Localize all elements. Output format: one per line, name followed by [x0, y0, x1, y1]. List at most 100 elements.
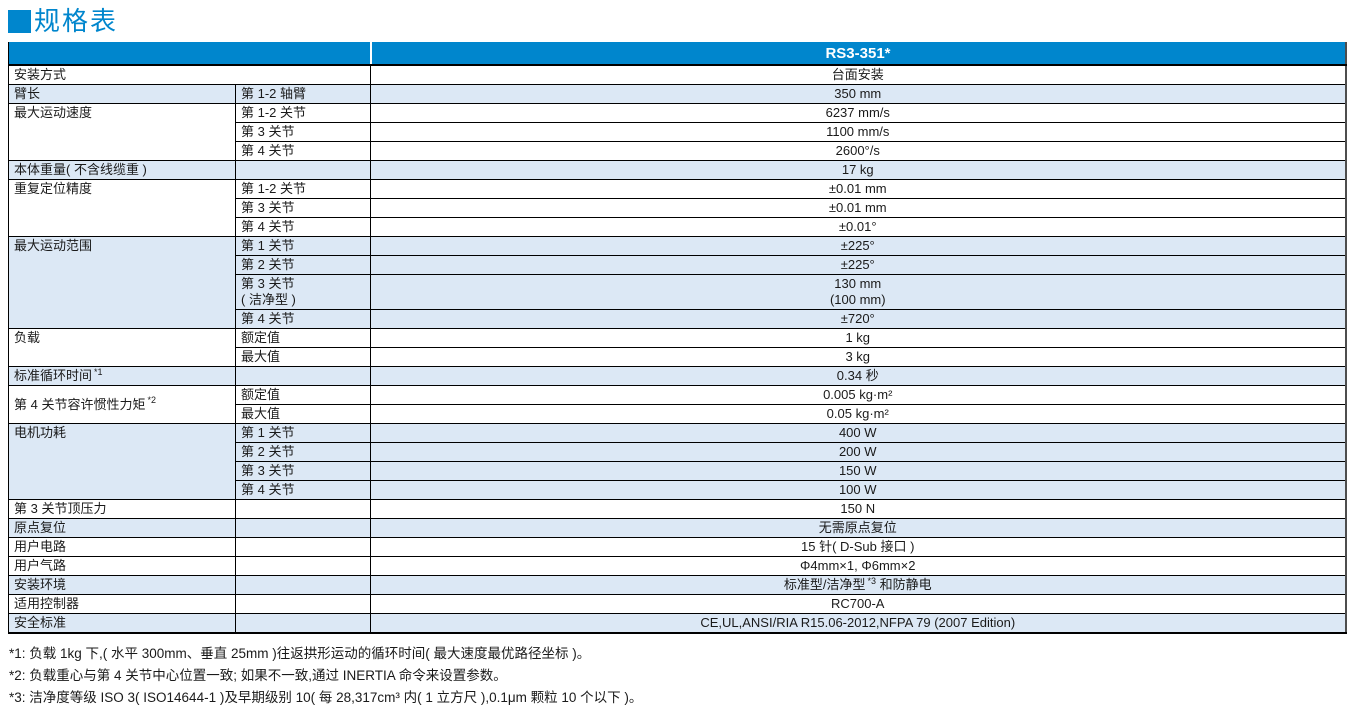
spec-row: 安装方式 台面安装: [8, 64, 1346, 85]
spec-group-max-speed: 最大运动速度 第 1-2 关节 6237 mm/s 第 3 关节 1100 mm…: [8, 103, 1346, 161]
spec-row: 第 3 关节 150 W: [9, 461, 1346, 481]
spec-value: 15 针( D-Sub 接口 ): [370, 537, 1346, 557]
spec-value: 100 W: [370, 480, 1346, 500]
spec-row: 第 4 关节容许惯性力矩 *2 额定值 0.005 kg·m²: [8, 385, 1346, 424]
spec-sub-label: 最大值: [235, 404, 371, 424]
spec-row: 最大值 3 kg: [9, 347, 1346, 367]
spec-sub-label: 第 3 关节 ( 洁净型 ): [235, 274, 371, 310]
spec-value: 200 W: [370, 442, 1346, 462]
spec-label: 负载: [8, 328, 236, 367]
spec-value: 0.005 kg·m²: [370, 385, 1346, 405]
spec-sub-label: 最大值: [235, 347, 371, 367]
spec-value: 350 mm: [370, 84, 1346, 104]
spec-value: ±0.01 mm: [370, 198, 1346, 218]
spec-row: 第 4 关节 ±720°: [9, 309, 1346, 329]
spec-label: 第 4 关节容许惯性力矩 *2: [8, 385, 236, 424]
footnotes: *1: 负载 1kg 下,( 水平 300mm、垂直 25mm )往返拱形运动的…: [9, 643, 1345, 709]
spec-label: 重复定位精度: [8, 179, 236, 237]
spec-row: 第 4 关节 2600°/s: [9, 141, 1346, 161]
spec-value: RC700-A: [370, 594, 1346, 614]
spec-sub-label: 第 4 关节: [235, 217, 371, 237]
spec-row: 负载 额定值 1 kg: [8, 328, 1346, 367]
spec-sub-label: 第 1 关节: [235, 423, 371, 443]
spec-label: 第 3 关节顶压力: [8, 499, 236, 519]
spec-label: 用户电路: [8, 537, 236, 557]
value-line1: 130 mm: [834, 276, 882, 291]
spec-row: 安全标准 CE,UL,ANSI/RIA R15.06-2012,NFPA 79 …: [8, 613, 1346, 634]
spec-label: 安全标准: [8, 613, 236, 634]
spec-sub-label: [235, 160, 371, 180]
value-line2: (100 mm): [829, 292, 886, 307]
spec-row: 最大运动速度 第 1-2 关节 6237 mm/s: [8, 103, 1346, 161]
spec-sub-label: [235, 499, 371, 519]
footnote-ref: *2: [147, 395, 156, 406]
spec-row: 安装环境 标准型/洁净型 *3 和防静电: [8, 575, 1346, 595]
spec-value: ±225°: [370, 236, 1346, 256]
spec-row: 用户气路 Φ4mm×1, Φ6mm×2: [8, 556, 1346, 576]
spec-value: 2600°/s: [370, 141, 1346, 161]
footnote-1: *1: 负载 1kg 下,( 水平 300mm、垂直 25mm )往返拱形运动的…: [9, 646, 591, 661]
spec-label: 安装环境: [8, 575, 236, 595]
spec-group-payload: 负载 额定值 1 kg 最大值 3 kg: [8, 328, 1346, 367]
spec-value: 130 mm (100 mm): [370, 274, 1346, 310]
spec-group-cycle-time: 标准循环时间 *1 0.34 秒: [8, 366, 1346, 386]
spec-sub-label: [235, 613, 371, 634]
value-text: 和防静电: [876, 577, 932, 592]
spec-label: 最大运动范围: [8, 236, 236, 329]
spec-label: 臂长: [8, 84, 236, 104]
spec-sub-label: 第 1-2 关节: [235, 179, 371, 199]
page-title: 规格表: [34, 6, 119, 36]
spec-value: 17 kg: [370, 160, 1346, 180]
spec-group-user-wiring: 用户电路 15 针( D-Sub 接口 ): [8, 537, 1346, 557]
spec-table: RS3-351* 安装方式 台面安装 臂长 第 1-2 轴臂 350 mm 最大…: [8, 42, 1347, 634]
spec-group-controller: 适用控制器 RC700-A: [8, 594, 1346, 614]
spec-value: 150 N: [370, 499, 1346, 519]
spec-label: 适用控制器: [8, 594, 236, 614]
spec-value: 标准型/洁净型 *3 和防静电: [370, 575, 1346, 595]
spec-value: Φ4mm×1, Φ6mm×2: [370, 556, 1346, 576]
spec-label: 原点复位: [8, 518, 236, 538]
spec-sub-label: [235, 575, 371, 595]
spec-row: 第 2 关节 200 W: [9, 442, 1346, 462]
spec-sub-label: [235, 537, 371, 557]
spec-value: ±0.01°: [370, 217, 1346, 237]
spec-value: CE,UL,ANSI/RIA R15.06-2012,NFPA 79 (2007…: [370, 613, 1346, 634]
spec-row: 原点复位 无需原点复位: [8, 518, 1346, 538]
footnote-3: *3: 洁净度等级 ISO 3( ISO14644-1 )及早期级别 10( 每…: [9, 690, 643, 705]
model-name-header: RS3-351*: [369, 42, 1346, 66]
spec-sub-label: [235, 518, 371, 538]
spec-value: ±0.01 mm: [370, 179, 1346, 199]
header-empty-cell: [8, 42, 371, 66]
spec-row: 用户电路 15 针( D-Sub 接口 ): [8, 537, 1346, 557]
spec-sub-label: 第 3 关节: [235, 122, 371, 142]
spec-group-mounting: 安装方式 台面安装: [8, 64, 1346, 85]
spec-row: 标准循环时间 *1 0.34 秒: [8, 366, 1346, 386]
spec-row: 第 3 关节 ( 洁净型 ) 130 mm (100 mm): [9, 274, 1346, 310]
spec-label: 用户气路: [8, 556, 236, 576]
spec-label: 标准循环时间 *1: [8, 366, 236, 386]
spec-sub-label: 第 3 关节: [235, 461, 371, 481]
spec-group-inertia: 第 4 关节容许惯性力矩 *2 额定值 0.005 kg·m² 最大值 0.05 …: [8, 385, 1346, 424]
value-text: 标准型/洁净型: [783, 577, 866, 592]
footnote-2: *2: 负载重心与第 4 关节中心位置一致; 如果不一致,通过 INERTIA …: [9, 668, 507, 683]
spec-group-weight: 本体重量( 不含线缆重 ) 17 kg: [8, 160, 1346, 180]
spec-value: 0.05 kg·m²: [370, 404, 1346, 424]
spec-value: 6237 mm/s: [370, 103, 1346, 123]
spec-value: 150 W: [370, 461, 1346, 481]
spec-sub-label: 第 1-2 轴臂: [235, 84, 371, 104]
spec-value: 400 W: [370, 423, 1346, 443]
spec-sub-label: 第 4 关节: [235, 480, 371, 500]
spec-row: 臂长 第 1-2 轴臂 350 mm: [8, 84, 1346, 104]
spec-group-repeatability: 重复定位精度 第 1-2 关节 ±0.01 mm 第 3 关节 ±0.01 mm…: [8, 179, 1346, 237]
spec-group-environment: 安装环境 标准型/洁净型 *3 和防静电: [8, 575, 1346, 595]
spec-row: 最大运动范围 第 1 关节 ±225°: [8, 236, 1346, 329]
spec-value: 0.34 秒: [370, 366, 1346, 386]
spec-label-text: 标准循环时间: [14, 368, 93, 383]
spec-group-z-push-force: 第 3 关节顶压力 150 N: [8, 499, 1346, 519]
footnote-ref: *3: [867, 575, 876, 586]
spec-row: 第 2 关节 ±225°: [9, 255, 1346, 275]
sub-label-line2: ( 洁净型 ): [241, 292, 296, 307]
spec-group-motor-power: 电机功耗 第 1 关节 400 W 第 2 关节 200 W 第 3 关节 15…: [8, 423, 1346, 500]
spec-label: 最大运动速度: [8, 103, 236, 161]
